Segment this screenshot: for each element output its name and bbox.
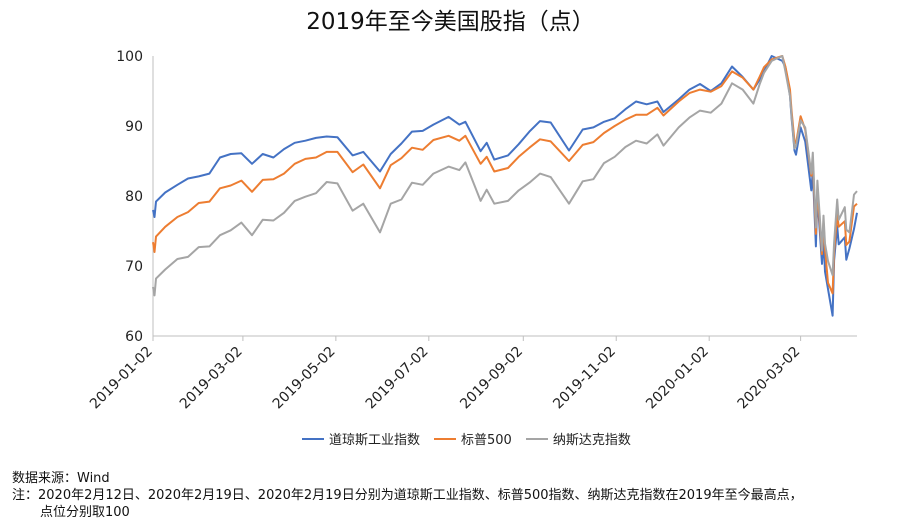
series-line-1 [152,55,858,295]
legend-item-sp500: 标普500 [434,429,512,448]
y-tick-label: 100 [116,49,143,65]
y-tick-label: 60 [125,329,143,345]
y-tick-label: 90 [125,119,143,135]
footnote-line-1: 注：2020年2月12日、2020年2月19日、2020年2月19日分别为道琼斯… [12,488,803,503]
legend-swatch-sp500 [434,437,457,440]
chart-title: 2019年至今美国股指（点） [306,9,595,35]
legend-label-sp500: 标普500 [461,433,512,448]
legend-label-nasdaq: 纳斯达克指数 [552,433,631,448]
x-tick-label: 2019-05-02 [270,344,339,413]
series-line-2 [152,55,858,297]
x-tick-label: 2020-01-02 [643,344,712,413]
x-tick-label: 2019-07-02 [363,344,432,413]
legend-item-dow: 道琼斯工业指数 [302,429,420,448]
x-tick-label: 2019-03-02 [177,344,246,413]
legend-swatch-nasdaq [525,437,548,440]
x-tick-label: 2019-11-02 [550,344,619,413]
legend-label-dow: 道琼斯工业指数 [329,433,421,448]
source-note: 数据来源：Wind [12,471,110,486]
legend-swatch-dow [302,437,324,440]
legend-item-nasdaq: 纳斯达克指数 [525,429,631,448]
axes: 60 70 80 90 100 2019-01-02 2019-03-02 2019-05-0… [87,49,857,412]
x-tick-label: 2019-01-02 [87,344,156,413]
y-tick-label: 80 [125,189,143,205]
x-tick-label: 2020-03-02 [735,344,804,413]
y-tick-label: 70 [125,259,143,275]
footnote-line-2: 点位分别取100 [40,505,130,520]
series-layer [152,55,858,317]
legend: 道琼斯工业指数 标普500 纳斯达克指数 [302,429,631,448]
x-tick-label: 2019-09-02 [457,344,526,413]
